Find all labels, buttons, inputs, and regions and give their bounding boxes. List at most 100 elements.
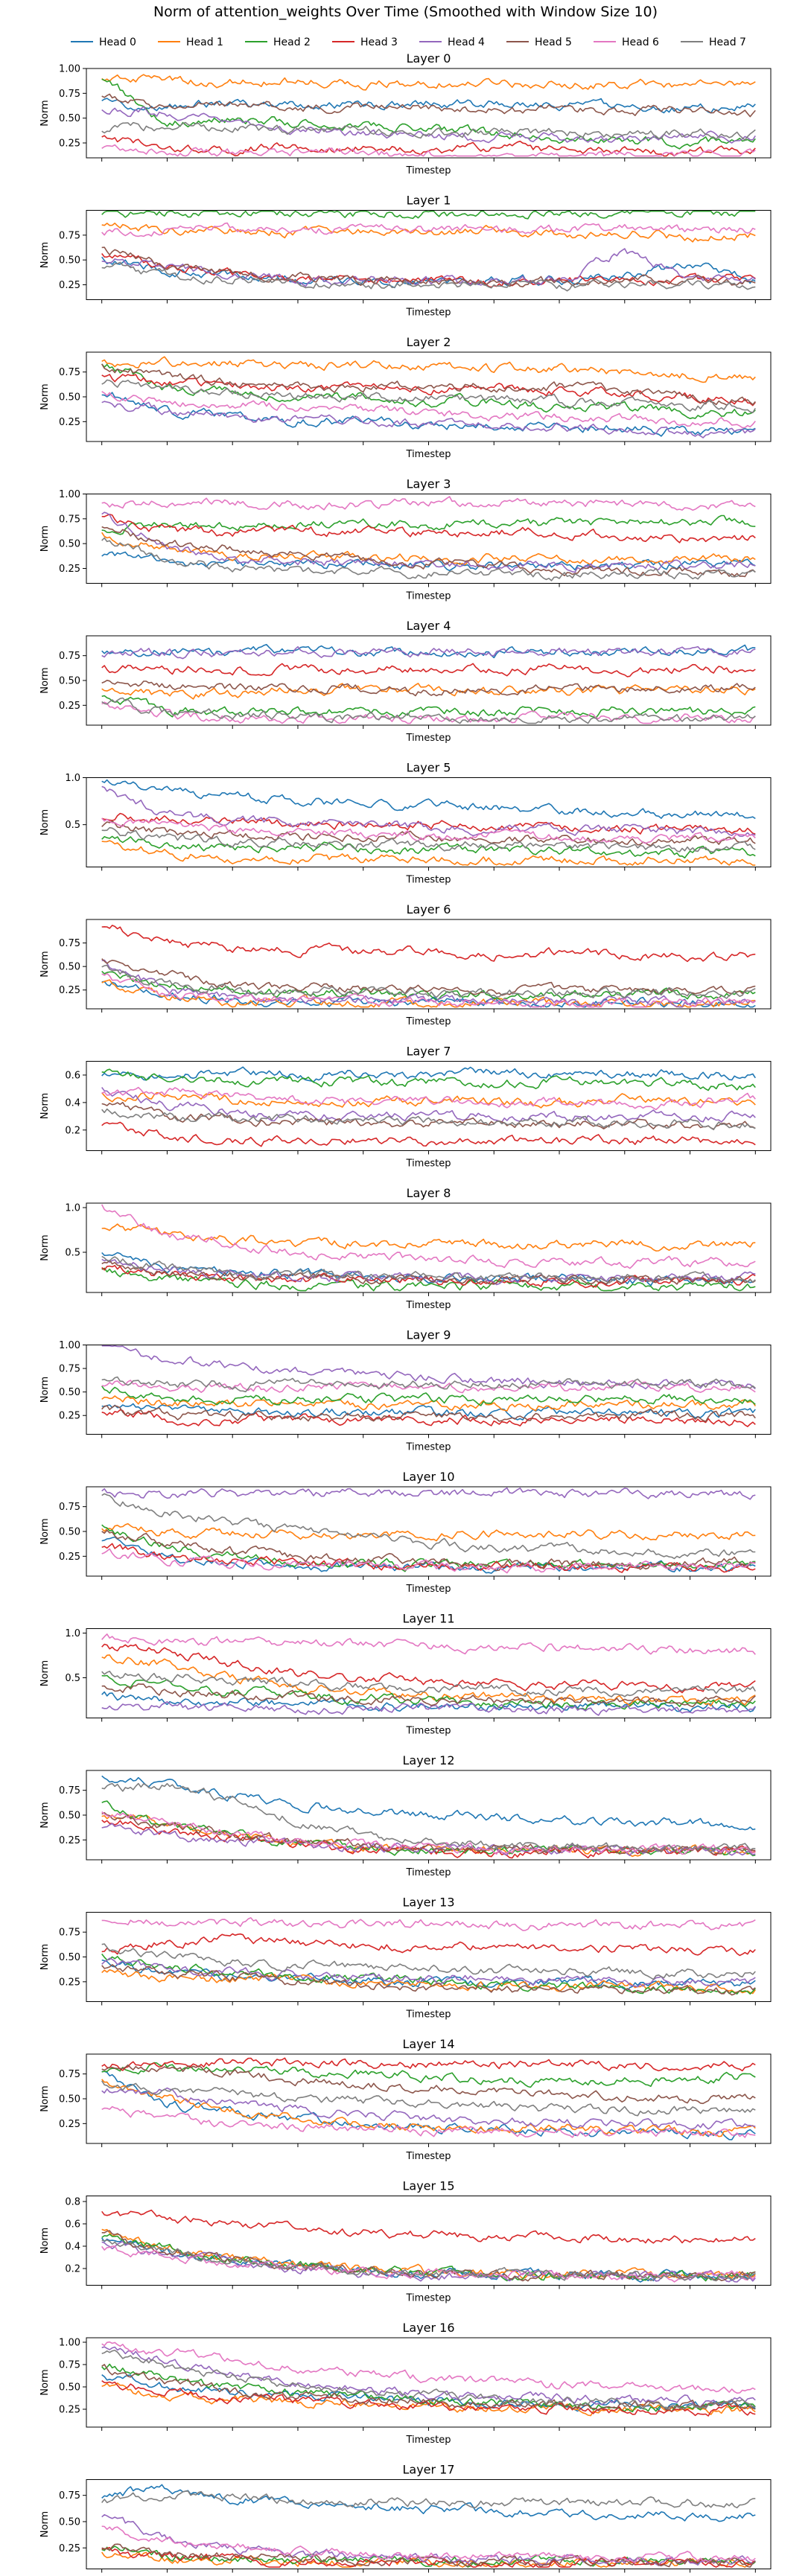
series-line — [101, 1775, 756, 1831]
y-tick-label: 0.75 — [59, 938, 80, 949]
series-line — [101, 1529, 756, 1572]
series-line — [101, 2490, 756, 2509]
subplot-title: Layer 15 — [402, 2179, 454, 2193]
y-tick-label: 0.75 — [59, 1502, 80, 1513]
series-line — [101, 1814, 756, 1858]
legend-label: Head 2 — [273, 36, 311, 48]
series-line — [101, 1782, 756, 1853]
subplot-title: Layer 0 — [407, 51, 451, 66]
y-tick-label: 0.50 — [59, 1527, 80, 1538]
y-axis-label: Norm — [39, 2228, 51, 2254]
legend: Head 0 Head 1 Head 2 Head 3 Head 4 Head 5 Head… — [71, 36, 746, 48]
series-line — [101, 379, 756, 413]
legend-label: Head 7 — [709, 36, 746, 48]
y-tick-label: 0.4 — [65, 1097, 80, 1109]
subplot-title: Layer 1 — [407, 194, 451, 208]
series-line — [101, 514, 756, 535]
x-axis-label: Timestep — [406, 2435, 451, 2446]
x-axis-label: Timestep — [406, 1442, 451, 1453]
subplot-title: Layer 2 — [407, 335, 451, 349]
series-line — [101, 817, 756, 844]
y-tick-label: 0.75 — [59, 2360, 80, 2371]
series-line — [101, 1523, 756, 1542]
y-axis-label: Norm — [39, 526, 51, 552]
y-tick-label: 0.75 — [59, 230, 80, 241]
subplot-grid: Layer 00.250.500.751.00NormTimestepLayer… — [39, 51, 772, 2576]
legend-item: Head 5 — [506, 36, 572, 48]
y-tick-label: 0.25 — [59, 701, 80, 712]
y-tick-label: 0.50 — [59, 539, 80, 550]
series-line — [101, 779, 756, 820]
series-line — [101, 2080, 756, 2117]
y-tick-label: 1.00 — [59, 1340, 80, 1351]
series-line — [101, 106, 756, 144]
y-tick-label: 0.5 — [65, 1248, 80, 1259]
legend-label: Head 4 — [448, 36, 485, 48]
subplot: Layer 16 0.25 0.50 0.75 1.00 Norm Timestep — [39, 2321, 772, 2446]
series-line — [101, 1376, 756, 1393]
subplot: Layer 13 0.25 0.50 0.75 Norm Timestep — [39, 1896, 772, 2021]
subplot-title: Layer 3 — [407, 477, 451, 491]
series-line — [101, 826, 756, 853]
series-line — [101, 2364, 756, 2411]
series-line — [101, 2105, 756, 2138]
series-line — [101, 1204, 756, 1269]
series-line — [101, 1823, 756, 1857]
y-tick-label: 0.75 — [59, 89, 80, 100]
y-tick-label: 0.25 — [59, 1835, 80, 1846]
series-line — [101, 363, 756, 419]
y-axis-label: Norm — [39, 242, 51, 268]
y-tick-label: 0.8 — [65, 2197, 80, 2208]
x-axis-label: Timestep — [406, 591, 451, 602]
y-tick-label: 0.25 — [59, 985, 80, 996]
subplot-title: Layer 14 — [402, 2037, 454, 2051]
series-line — [101, 551, 756, 572]
subplot: Layer 3 0.25 0.50 0.75 1.00 Norm Timestep — [39, 477, 772, 602]
legend-label: Head 5 — [535, 36, 572, 48]
x-axis-label: Timestep — [406, 1300, 451, 1311]
series-line — [101, 958, 756, 996]
y-axis-label: Norm — [39, 1660, 51, 1686]
legend-label: Head 6 — [622, 36, 659, 48]
subplot-title: Layer 11 — [402, 1612, 454, 1626]
series-line — [101, 1943, 756, 1980]
y-tick-label: 0.25 — [59, 2543, 80, 2554]
subplot-title: Layer 5 — [407, 761, 451, 775]
series-line — [101, 1395, 756, 1412]
series-line — [101, 1811, 756, 1855]
series-line — [101, 144, 756, 157]
y-tick-label: 0.50 — [59, 255, 80, 267]
series-line — [101, 401, 756, 439]
subplot: Layer 7 0.2 0.4 0.6 Norm Timestep — [39, 1045, 772, 1170]
y-tick-label: 0.50 — [59, 2516, 80, 2528]
series-line — [101, 1493, 756, 1560]
y-axis-label: Norm — [39, 809, 51, 835]
y-tick-label: 0.25 — [59, 1552, 80, 1563]
series-line — [101, 1087, 756, 1123]
series-line — [101, 645, 756, 660]
y-tick-label: 0.50 — [59, 113, 80, 124]
series-line — [101, 2380, 756, 2417]
series-line — [101, 2234, 756, 2282]
series-line — [101, 98, 756, 114]
x-axis-label: Timestep — [406, 1158, 451, 1170]
series-line — [101, 2057, 756, 2072]
subplot: Layer 2 0.25 0.50 0.75 Norm Timestep — [39, 335, 772, 460]
subplot: Layer 0 0.25 0.50 0.75 1.00 Norm Timestep — [39, 51, 772, 176]
y-tick-label: 0.5 — [65, 820, 80, 831]
series-line — [101, 964, 756, 999]
series-line — [101, 697, 756, 724]
y-tick-label: 0.50 — [59, 1387, 80, 1398]
subplot-title: Layer 7 — [407, 1045, 451, 1059]
series-line — [101, 2064, 756, 2105]
subplot: Layer 5 0.5 1.0 Norm Timestep — [39, 761, 772, 886]
legend-item: Head 0 — [71, 36, 136, 48]
y-axis-label: Norm — [39, 667, 51, 693]
series-line — [101, 683, 756, 700]
series-line — [101, 1386, 756, 1406]
series-line — [101, 1536, 756, 1574]
y-tick-label: 0.25 — [59, 138, 80, 150]
series-line — [101, 223, 756, 243]
series-line — [101, 537, 756, 581]
series-line — [101, 2087, 756, 2130]
